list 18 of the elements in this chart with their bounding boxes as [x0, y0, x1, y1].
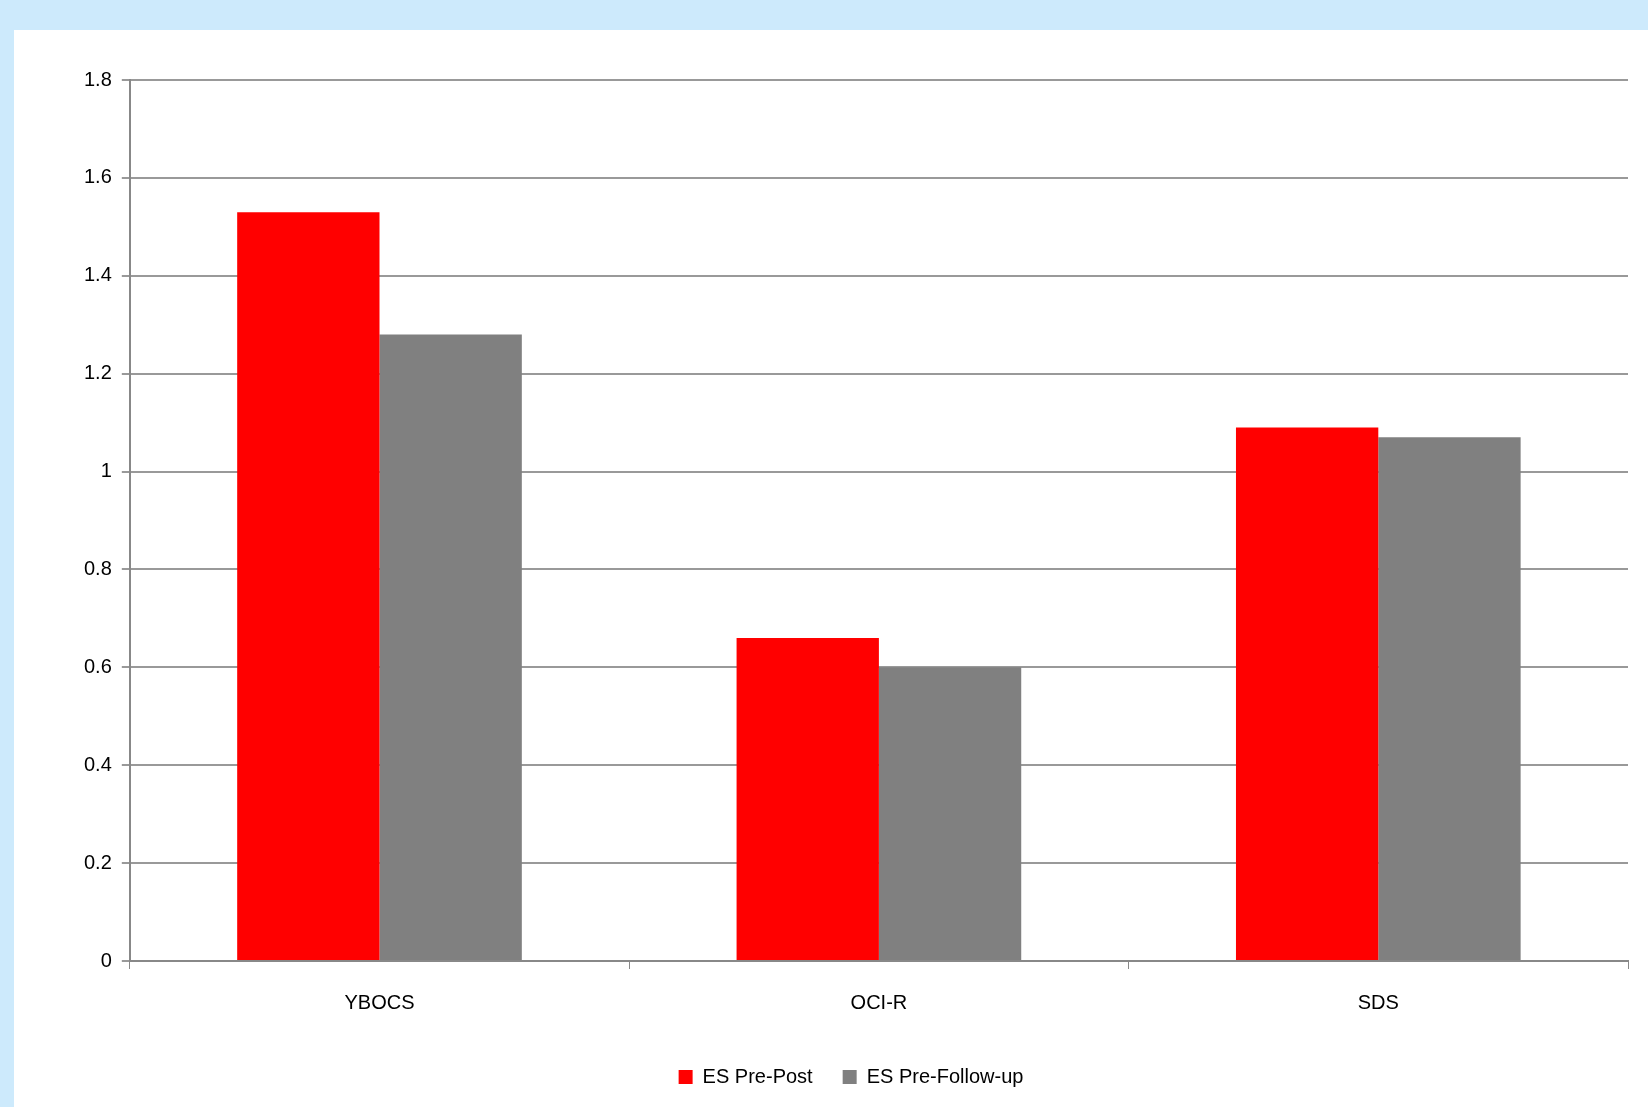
y-tick-label: 0.8 [83, 556, 112, 579]
y-tick-label: 1.6 [83, 165, 112, 188]
y-tick-label: 1.4 [83, 263, 112, 286]
bar [1235, 427, 1379, 960]
bar [237, 212, 380, 960]
legend-label: ES Pre-Follow-up [866, 1064, 1024, 1087]
bar [736, 637, 879, 960]
x-tick-label: OCI-R [850, 990, 908, 1013]
y-tick-label: 0.4 [83, 752, 112, 775]
y-tick-label: 0 [100, 948, 112, 971]
legend-label: ES Pre-Post [702, 1064, 814, 1087]
y-tick-label: 0.2 [83, 850, 112, 873]
x-tick-label: YBOCS [344, 990, 415, 1013]
y-tick-label: 1.8 [83, 67, 112, 90]
y-tick-label: 1.2 [83, 361, 112, 384]
y-tick-label: 1 [100, 459, 112, 482]
y-tick-label: 0.6 [83, 654, 112, 677]
x-tick-label: SDS [1357, 990, 1399, 1013]
